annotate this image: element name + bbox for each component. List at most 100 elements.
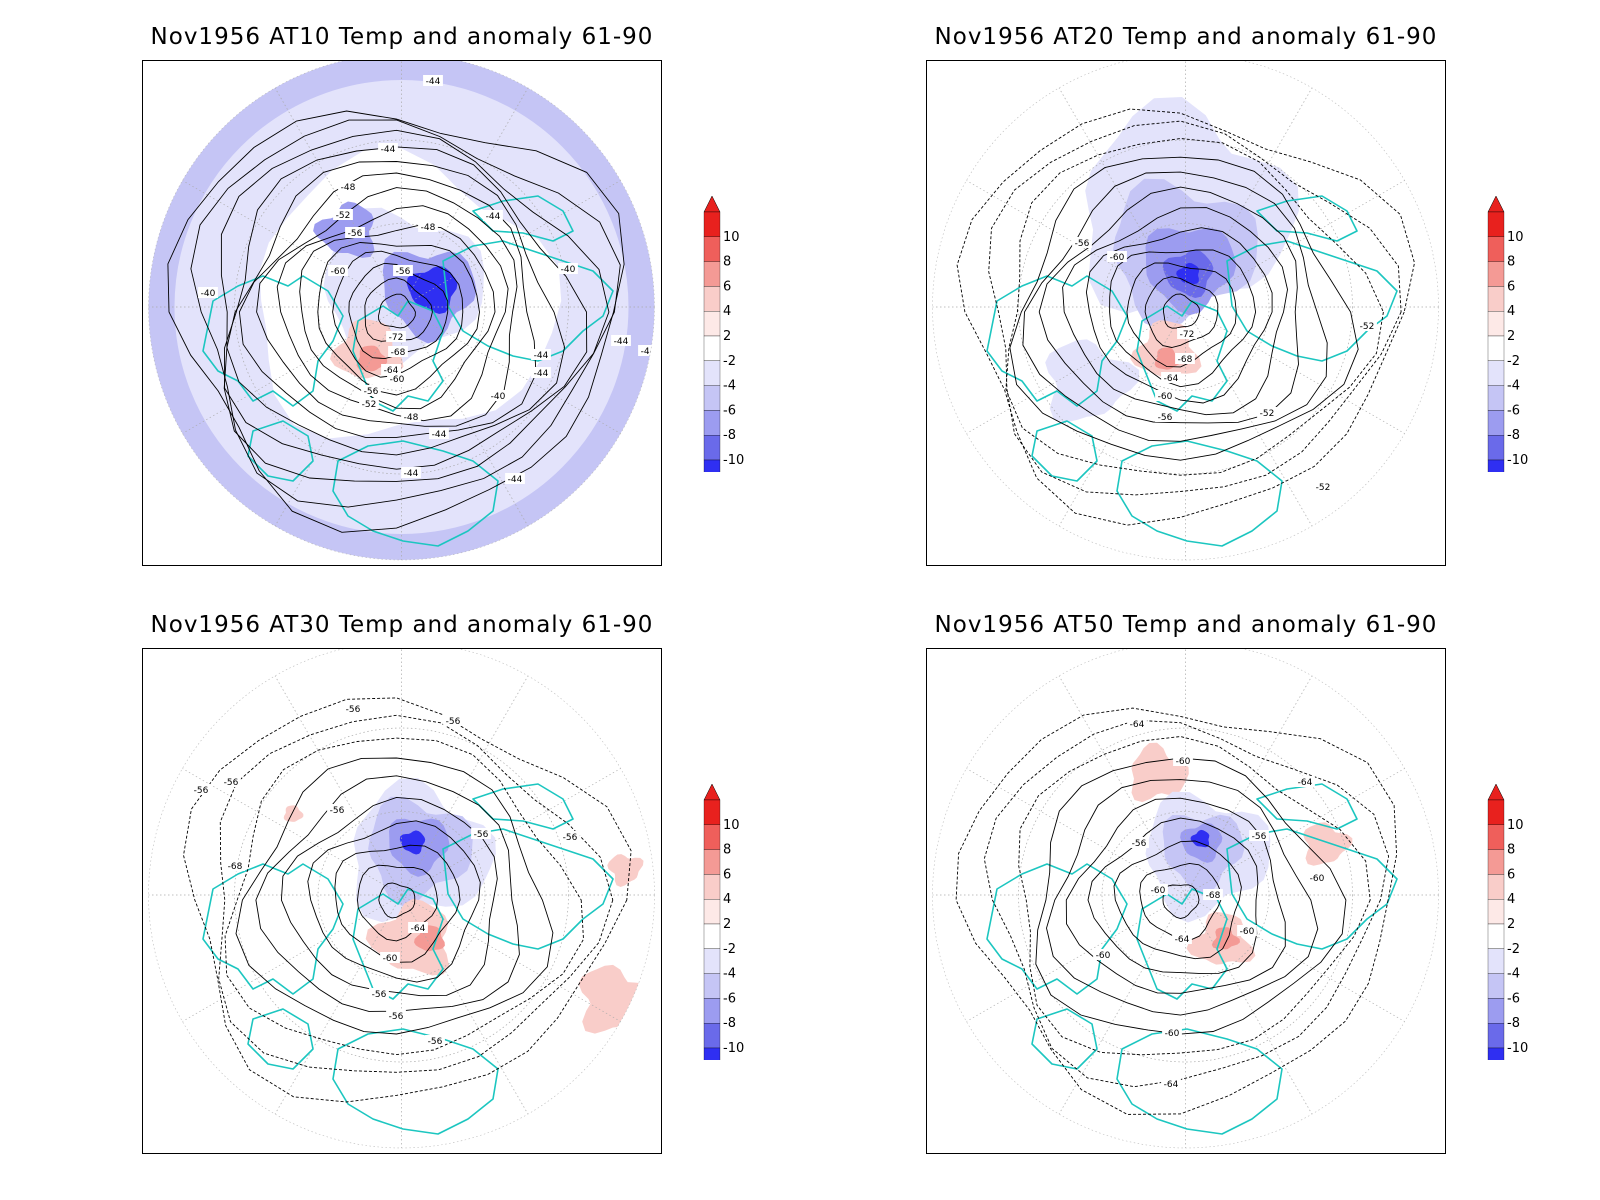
colorbar-swatch <box>1487 211 1505 237</box>
colorbar-swatch <box>1487 799 1505 825</box>
coastline <box>1256 195 1358 242</box>
panel-at30: Nov1956 AT30 Temp and anomaly 61-90 -56-… <box>142 598 922 1178</box>
contour-label-bg <box>1107 251 1127 262</box>
contour-label: -56 <box>474 830 489 840</box>
temperature-contour <box>955 707 1398 1115</box>
contour-label-bg <box>471 828 491 839</box>
colorbar-top-arrow <box>1487 196 1505 213</box>
contour-label-bg <box>1173 755 1193 766</box>
contour-label-bg <box>343 703 363 714</box>
temperature-contour <box>1046 779 1319 1016</box>
colorbar-swatch <box>1487 1047 1505 1060</box>
colorbar-tick-label: 2 <box>1507 329 1515 344</box>
contour-label: -56 <box>563 833 578 843</box>
contour-label-bg <box>345 227 365 238</box>
anomaly-fill <box>1303 822 1353 866</box>
contour-label-bg <box>1148 884 1168 895</box>
graticule-meridian <box>1185 306 1313 527</box>
contour-label-bg <box>1093 949 1113 960</box>
contour-label-bg <box>221 776 241 787</box>
colorbar-swatch <box>1487 311 1505 337</box>
colorbar-swatch <box>1487 286 1505 312</box>
map-frame[interactable]: -56 -56 -56 -56 -56 -56 -56 -68 -64 -60 -56 -56 -56 <box>142 648 662 1154</box>
temperature-contour <box>1109 249 1257 388</box>
contour-label: -48 <box>341 183 356 193</box>
contour-label: -64 <box>1175 935 1190 945</box>
anomaly-fill <box>283 805 304 822</box>
contour-label: -60 <box>1110 253 1125 263</box>
graticule-circle <box>317 223 486 391</box>
contour-label: -60 <box>1165 1029 1180 1039</box>
contour-label-bg <box>401 467 421 478</box>
colorbar-top-arrow <box>703 196 721 213</box>
colorbar-tick-label: -8 <box>723 1016 736 1031</box>
contour-label-bg <box>1307 872 1327 883</box>
contour-label: -64 <box>1164 374 1179 384</box>
colorbar-tick-label: -2 <box>723 354 736 369</box>
colorbar-tick-label: 4 <box>1507 892 1515 907</box>
map-frame[interactable]: -56 -60 -72 -68 -64 -60 -56 -52 -52 -52 <box>926 60 1446 566</box>
colorbar-tick-label: -8 <box>1507 1016 1520 1031</box>
coastline <box>202 863 344 995</box>
colorbar-tick-label: 8 <box>723 843 731 858</box>
colorbar-tick-label: -4 <box>1507 379 1520 394</box>
colorbar-swatch <box>703 335 721 361</box>
temperature-contour <box>224 737 584 1056</box>
colorbar-tick-label: -10 <box>723 1041 744 1056</box>
colorbar-tick-label: -6 <box>723 991 736 1006</box>
colorbar-tick-label: -8 <box>1507 428 1520 443</box>
colorbar: 10 8 6 4 2 -2 -4 -6 -8 -10 <box>1487 784 1528 1060</box>
contour-label-bg <box>423 75 443 86</box>
map-frame[interactable]: -44 -44 -48 -52 -56 -48 -44 -56 -60 -40 -40 -44 -44 -… <box>142 60 662 566</box>
temperature-contour <box>332 250 464 378</box>
contour-label: -52 <box>1316 483 1331 493</box>
colorbar: 10 8 6 4 2 -2 -4 -6 -8 -10 <box>1487 196 1528 472</box>
colorbar-swatch <box>1487 923 1505 949</box>
contour-label: -68 <box>391 348 406 358</box>
map-frame[interactable]: -64 -60 -64 -56 -56 -60 -60 -68 -64 -60 -60 -60 -64 <box>926 648 1446 1154</box>
panel-title: Nov1956 AT10 Temp and anomaly 61-90 <box>150 24 654 50</box>
graticule-circle <box>1101 223 1270 391</box>
colorbar-swatch <box>703 435 721 461</box>
colorbar-tick-label: 4 <box>723 892 731 907</box>
contour-label-bg <box>429 428 449 439</box>
coastline <box>332 1028 499 1135</box>
contour-label: -44 <box>508 475 523 485</box>
contour-label-bg <box>198 287 218 298</box>
colorbar-tick-label: 4 <box>723 304 731 319</box>
temperature-contour <box>1139 862 1222 941</box>
contour-label-bg <box>1162 1027 1182 1038</box>
temperature-contour <box>364 277 433 342</box>
contour-label-bg <box>386 331 406 342</box>
contour-label-bg <box>1161 372 1181 383</box>
colorbar-swatch <box>1487 360 1505 386</box>
contour-label-bg <box>1313 481 1333 492</box>
contour-label: -56 <box>1132 839 1147 849</box>
colorbar-tick-label: -2 <box>1507 942 1520 957</box>
coastline <box>1256 783 1358 830</box>
colorbar-tick-label: 8 <box>1507 843 1515 858</box>
colorbar-swatch <box>703 211 721 237</box>
temperature-contour <box>226 161 566 456</box>
colorbar-tick-label: 8 <box>723 255 731 270</box>
contour-label-bg <box>1155 390 1175 401</box>
contour-label-bg <box>378 143 398 154</box>
colorbar-tick-label: 10 <box>723 818 740 833</box>
colorbar-swatch <box>1487 236 1505 262</box>
contour-label-bg <box>401 411 421 422</box>
temperature-contour <box>317 242 480 396</box>
coastline <box>986 863 1128 995</box>
colorbar-swatch <box>703 459 721 472</box>
temperature-contour <box>220 129 610 482</box>
contour-label: -72 <box>389 333 404 343</box>
colorbar-swatch <box>1487 335 1505 361</box>
colorbar-tick-label: 8 <box>1507 255 1515 270</box>
coastline <box>1136 888 1228 1000</box>
colorbar-top-arrow <box>703 784 721 801</box>
contour-label: -56 <box>330 806 345 816</box>
contour-label: -56 <box>389 1012 404 1022</box>
colorbar-swatch <box>1487 849 1505 875</box>
panel-at20: Nov1956 AT20 Temp and anomaly 61-90 -56-… <box>926 10 1600 590</box>
contour-label: -60 <box>1096 951 1111 961</box>
temperature-contour <box>299 225 496 410</box>
